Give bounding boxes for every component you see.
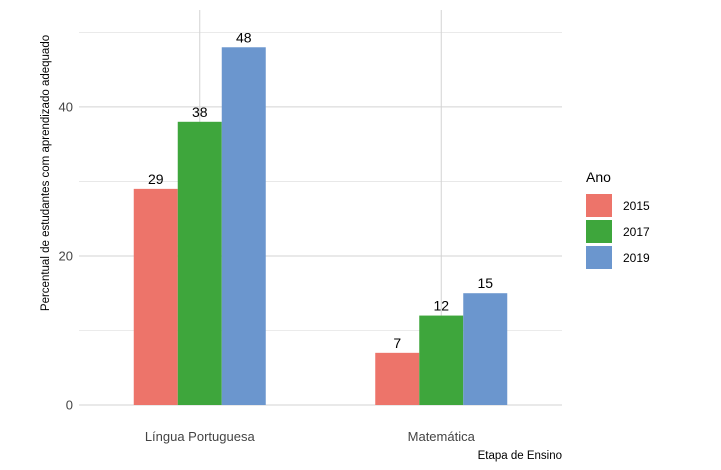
- data-label: 29: [148, 171, 164, 187]
- data-label: 48: [236, 29, 252, 45]
- bar-2015: [133, 188, 178, 405]
- legend-items: 2015 2017 2019: [586, 194, 650, 269]
- y-tick-label: 40: [59, 99, 73, 114]
- x-axis-ticks: Língua Portuguesa Matemática: [145, 429, 476, 444]
- legend-swatch-2019: [586, 246, 612, 269]
- y-tick-label: 20: [59, 248, 73, 263]
- legend: Ano 2015 2017 2019: [586, 169, 650, 269]
- legend-label: 2015: [623, 199, 650, 213]
- legend-swatch-2017: [586, 220, 612, 243]
- bar-2019: [221, 47, 266, 405]
- data-label: 12: [433, 298, 449, 314]
- x-tick-label: Matemática: [408, 429, 476, 444]
- legend-label: 2017: [623, 225, 650, 239]
- bar-2019: [463, 293, 508, 405]
- y-axis-ticks: 0 20 40: [59, 99, 73, 412]
- y-tick-label: 0: [66, 398, 73, 413]
- bar-2015: [375, 352, 420, 405]
- legend-swatch-2015: [586, 194, 612, 217]
- bar-2017: [419, 315, 464, 405]
- y-axis-title: Percentual de estudantes com aprendizado…: [40, 35, 52, 311]
- x-axis-title: Etapa de Ensino: [478, 450, 562, 462]
- data-label: 38: [192, 104, 208, 120]
- bars: [133, 47, 508, 405]
- x-tick-label: Língua Portuguesa: [145, 429, 256, 444]
- legend-label: 2019: [623, 251, 650, 265]
- data-labels: 29 38 48 7 12 15: [148, 29, 493, 351]
- legend-title: Ano: [586, 169, 611, 185]
- data-label: 15: [477, 275, 493, 291]
- bar-2017: [177, 121, 222, 405]
- data-label: 7: [393, 335, 401, 351]
